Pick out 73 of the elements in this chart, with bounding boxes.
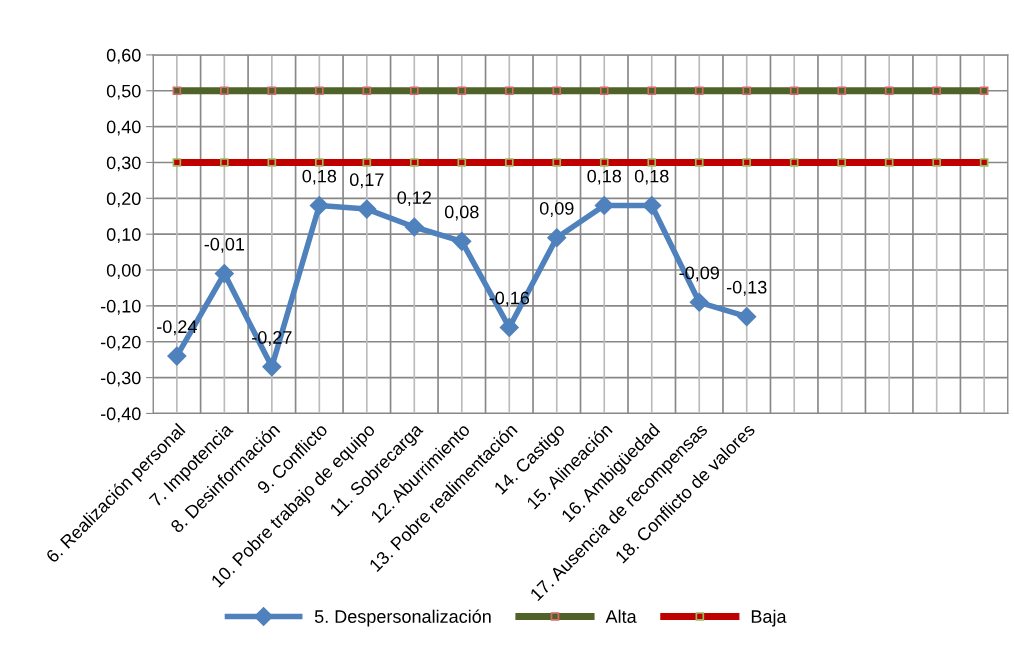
point [546,227,567,248]
point [362,158,372,167]
legend-label: 5. Despersonalización [314,609,491,627]
point [167,346,187,366]
point [457,158,467,167]
data-label: 0,17 [349,173,384,189]
point [641,195,662,216]
point [409,158,419,167]
point [742,86,752,96]
y-tick-label: 0,60 [106,48,141,64]
point [172,158,182,167]
point [267,86,277,96]
point [884,86,894,96]
y-tick-label: -0,40 [100,407,141,423]
point [932,158,941,167]
point [362,86,372,96]
point [599,158,609,167]
point [736,306,757,327]
point [356,199,377,219]
point [315,158,324,167]
data-label: 0,08 [444,205,479,221]
data-label: 0,12 [397,191,431,207]
data-label: 0,18 [634,169,669,185]
point [647,158,657,167]
point [789,86,799,96]
data-label: -0,13 [726,280,767,296]
point [594,195,615,216]
point [789,158,799,167]
point [979,86,989,96]
point [267,158,277,167]
point [451,231,472,252]
y-tick-label: -0,30 [100,371,141,387]
y-tick-label: 0,40 [106,120,141,136]
point [499,317,520,338]
point [457,86,467,96]
point [837,158,847,167]
data-label: -0,01 [204,237,245,253]
point [689,292,710,313]
y-tick-label: 0,50 [106,84,141,100]
data-label: 0,09 [539,201,574,217]
point [884,158,894,167]
point [309,195,330,216]
point [599,86,609,96]
point [552,158,562,167]
point [932,86,941,96]
point [404,217,425,237]
legend-label: Alta [605,609,637,623]
point [315,86,324,96]
y-tick-label: 0,30 [106,156,141,172]
y-tick-label: -0,20 [100,335,141,351]
point [409,86,419,96]
point [220,158,229,167]
point [742,158,752,167]
point [552,86,562,96]
point [262,357,282,377]
y-tick-label: 0,10 [106,228,141,244]
point [214,263,235,284]
point [979,158,989,167]
point [647,86,657,96]
data-label: 0,18 [587,169,622,185]
point [694,86,704,96]
point [220,86,229,96]
y-tick-label: 0,00 [106,263,141,279]
point [172,86,182,96]
data-label: -0,27 [252,331,292,346]
point [694,158,704,167]
point [504,86,514,96]
y-tick-label: 0,20 [106,192,141,208]
point [504,158,514,167]
y-tick-label: -0,10 [100,299,141,315]
data-label: 0,18 [302,169,337,185]
point [837,86,847,96]
legend-label: Baja [751,609,787,627]
